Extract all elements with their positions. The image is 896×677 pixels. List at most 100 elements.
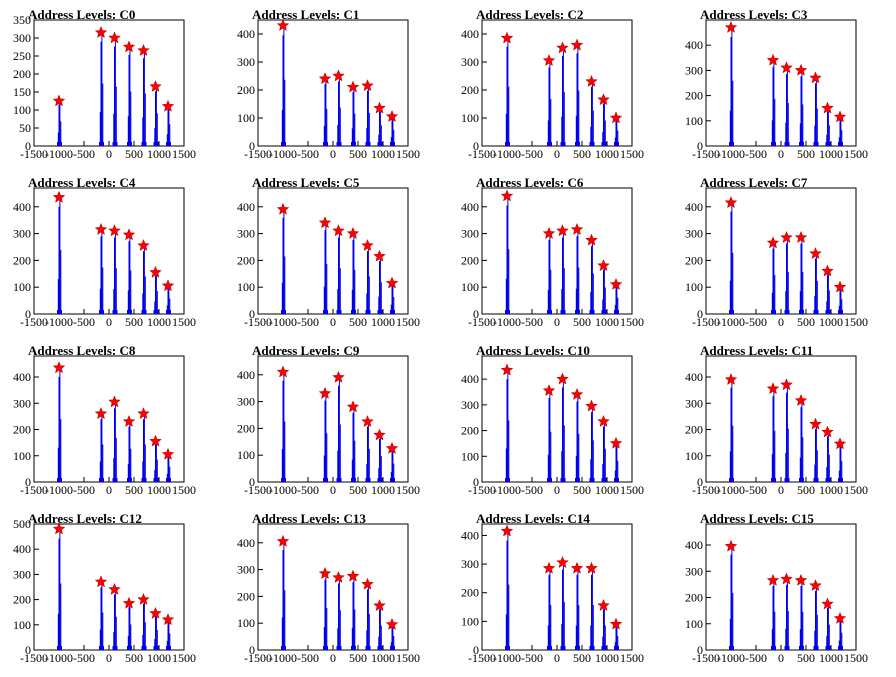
histogram-bar xyxy=(367,245,369,314)
histogram-bar xyxy=(377,646,383,650)
histogram-bar xyxy=(365,478,371,482)
plot-frame xyxy=(33,523,185,651)
histogram-bar xyxy=(547,289,549,314)
histogram-bar xyxy=(614,470,616,482)
histogram-bar xyxy=(367,589,368,650)
y-tick-label: 400 xyxy=(461,528,479,542)
histogram-bar xyxy=(773,580,775,650)
peak-marker xyxy=(276,365,290,378)
panel-title: Address Levels: C14 xyxy=(476,511,590,526)
histogram-bar xyxy=(352,412,354,482)
y-tick-label: 0 xyxy=(697,307,703,321)
histogram-bar xyxy=(60,121,62,146)
y-tick-label: 0 xyxy=(697,643,703,657)
histogram-bar xyxy=(365,310,371,314)
peak-marker xyxy=(108,582,121,595)
histogram-bar xyxy=(128,54,130,146)
y-tick-label: 0 xyxy=(249,643,255,657)
x-tick-label: 0 xyxy=(554,651,560,665)
x-tick-label: -1500 xyxy=(244,651,272,665)
x-tick-label: 1500 xyxy=(396,315,420,329)
histogram-bar xyxy=(339,268,341,314)
histogram-bar xyxy=(508,249,510,314)
peak-marker xyxy=(361,577,374,590)
panel-title: Address Levels: C8 xyxy=(28,343,136,358)
histogram-bar xyxy=(838,142,843,146)
histogram-bar xyxy=(799,478,804,482)
histogram-bar xyxy=(561,451,563,482)
histogram-bar xyxy=(155,86,157,146)
histogram-bar xyxy=(801,70,803,146)
y-tick-label: 100 xyxy=(685,114,703,128)
histogram-bar xyxy=(590,291,592,314)
peak-marker xyxy=(52,94,66,107)
histogram-bar xyxy=(155,613,157,650)
y-tick-label: 200 xyxy=(13,423,31,437)
peak-marker xyxy=(149,606,162,619)
y-tick-label: 300 xyxy=(461,55,479,69)
peak-marker xyxy=(361,238,374,252)
y-tick-label: 50 xyxy=(19,121,31,135)
panel-c2: Address Levels: C2 0 100 200 300 400 -1500-100… xyxy=(461,7,644,161)
panel-c11: Address Levels: C11 0 100 200 300 400 -1500-10… xyxy=(685,343,868,497)
panel-title: Address Levels: C13 xyxy=(252,511,366,526)
histogram-bar xyxy=(815,77,817,146)
panel-c13: Address Levels: C13 0 100 200 300 400 -1500-10… xyxy=(237,511,420,665)
histogram-bar xyxy=(602,299,604,314)
peak-marker xyxy=(794,573,808,586)
x-tick-label: -1000 xyxy=(45,147,73,161)
peak-marker xyxy=(597,598,610,612)
histogram-bar xyxy=(602,463,604,482)
histogram-bar xyxy=(338,377,340,482)
panel-c10: Address Levels: C10 0 100 200 300 400 -1500-10… xyxy=(461,343,644,497)
histogram-bar xyxy=(838,470,840,482)
histogram-bar xyxy=(166,310,171,314)
histogram-bar xyxy=(816,614,818,650)
histogram-bar xyxy=(338,76,340,146)
histogram-bar xyxy=(826,301,828,314)
plot-frame xyxy=(481,187,633,315)
peak-marker xyxy=(346,80,360,93)
histogram-bar xyxy=(378,134,380,146)
histogram-bar xyxy=(729,478,734,482)
histogram-bar xyxy=(113,631,115,650)
histogram-bar xyxy=(283,25,285,147)
peak-marker xyxy=(149,434,162,447)
histogram-bar xyxy=(390,137,392,146)
histogram-bar xyxy=(592,440,594,482)
y-tick-label: 0 xyxy=(25,475,31,489)
histogram-bar xyxy=(57,447,59,482)
peak-marker xyxy=(385,276,399,289)
histogram-bar xyxy=(366,127,368,146)
x-tick-label: 1000 xyxy=(371,147,395,161)
y-tick-label: 200 xyxy=(685,591,703,605)
histogram-bar xyxy=(378,467,380,482)
histogram-bar xyxy=(367,90,368,146)
histogram-bar xyxy=(729,110,731,146)
histogram-bar xyxy=(114,230,116,314)
histogram-bar xyxy=(127,463,129,482)
histogram-bar xyxy=(127,636,129,650)
x-tick-label: -500 xyxy=(73,147,95,161)
histogram-bar xyxy=(614,646,619,650)
histogram-bar xyxy=(112,310,118,314)
histogram-bar xyxy=(323,478,328,482)
histogram-bar xyxy=(366,630,368,650)
y-tick-label: 300 xyxy=(461,557,479,571)
histogram-bar xyxy=(380,282,382,314)
peak-marker xyxy=(318,72,332,85)
histogram-bar xyxy=(57,613,59,650)
histogram-bar xyxy=(155,91,156,146)
plot-frame xyxy=(33,19,185,147)
y-tick-label: 200 xyxy=(13,593,31,607)
histogram-bar xyxy=(99,478,104,482)
histogram-bar xyxy=(377,142,383,146)
histogram-bar xyxy=(115,268,117,314)
histogram-bar xyxy=(144,622,146,650)
histogram-bar xyxy=(815,83,816,146)
y-tick-label: 200 xyxy=(13,67,31,81)
histogram-bar xyxy=(129,603,131,650)
histogram-bar xyxy=(825,646,831,650)
x-tick-label: 0 xyxy=(330,147,336,161)
peak-marker xyxy=(833,280,847,293)
